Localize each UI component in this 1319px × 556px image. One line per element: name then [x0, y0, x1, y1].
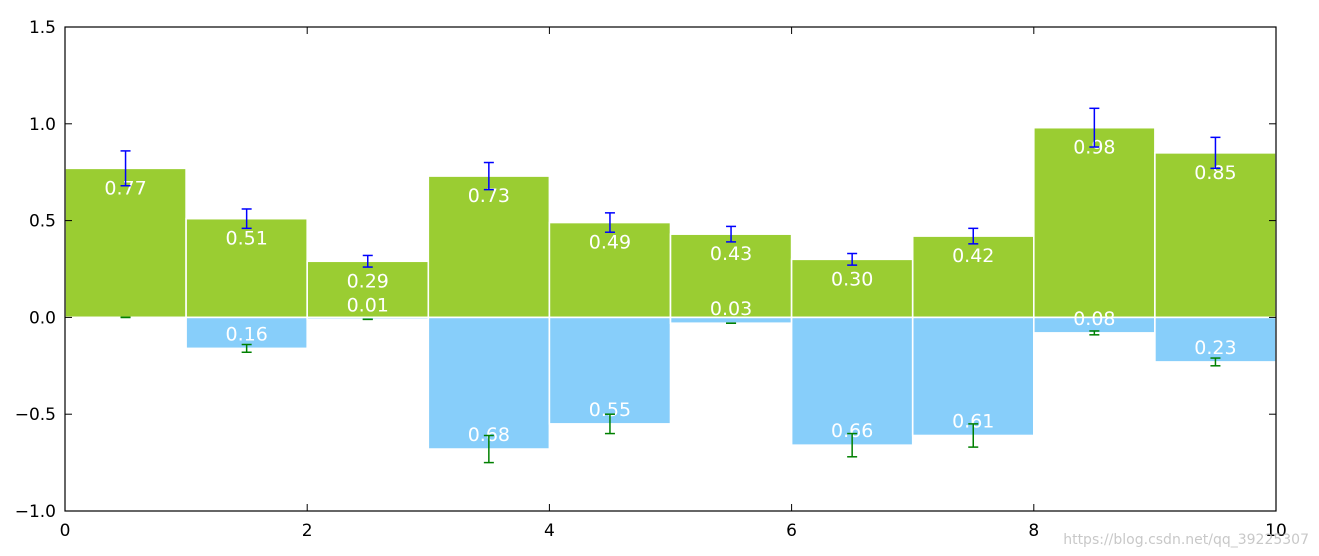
data-label: 0.16 — [225, 323, 267, 345]
y-tick-label: −1.0 — [15, 502, 56, 522]
x-tick-label: 2 — [302, 521, 313, 541]
y-tick-label: 1.0 — [29, 115, 56, 135]
data-label: 0.43 — [710, 243, 752, 265]
y-tick-label: 0.0 — [29, 308, 56, 328]
y-tick-label: 0.5 — [29, 212, 56, 232]
bar — [1154, 152, 1277, 319]
data-label: 0.77 — [104, 177, 146, 199]
bar — [64, 167, 187, 319]
data-label: 0.73 — [468, 185, 510, 207]
data-label: 0.00 — [104, 326, 146, 348]
data-label: 0.55 — [589, 399, 631, 421]
x-tick-label: 4 — [544, 521, 555, 541]
data-label: 0.51 — [225, 228, 267, 250]
watermark: https://blog.csdn.net/qq_39225307 — [1063, 532, 1309, 548]
data-label: 0.29 — [347, 270, 389, 292]
data-label: 0.85 — [1194, 162, 1236, 184]
bar — [185, 316, 309, 350]
bar — [185, 217, 309, 319]
data-label: 0.66 — [831, 420, 873, 442]
data-labels-layer: 0.770.510.290.730.490.430.300.420.980.85… — [104, 137, 1236, 446]
bars-layer — [64, 126, 1277, 450]
x-tick-label: 10 — [1265, 521, 1287, 541]
data-label: 0.08 — [1073, 308, 1115, 330]
x-tick-label: 6 — [786, 521, 797, 541]
data-label: 0.49 — [589, 232, 631, 254]
data-label: 0.61 — [952, 410, 994, 432]
bar — [911, 316, 1035, 437]
plot-frame — [64, 26, 1277, 512]
x-tick-label: 8 — [1028, 521, 1039, 541]
data-label: 0.23 — [1194, 337, 1236, 359]
bar — [911, 235, 1035, 319]
x-tick-label: 0 — [60, 521, 71, 541]
bar — [1154, 316, 1277, 363]
axes-layer: 0 2 4 6 8 10 −1.0 −0.5 0.0 0.5 1.0 1.5 — [15, 18, 1287, 541]
y-tick-label: 1.5 — [29, 18, 56, 38]
bar — [427, 175, 551, 319]
bar — [669, 233, 793, 319]
data-label: 0.01 — [347, 294, 389, 316]
data-label: 0.03 — [710, 298, 752, 320]
data-label: 0.30 — [831, 268, 873, 290]
error-bars-layer — [120, 107, 1221, 464]
bar — [548, 316, 672, 425]
y-tick-label: −0.5 — [15, 405, 56, 425]
bar — [427, 316, 551, 450]
data-label: 0.42 — [952, 245, 994, 267]
